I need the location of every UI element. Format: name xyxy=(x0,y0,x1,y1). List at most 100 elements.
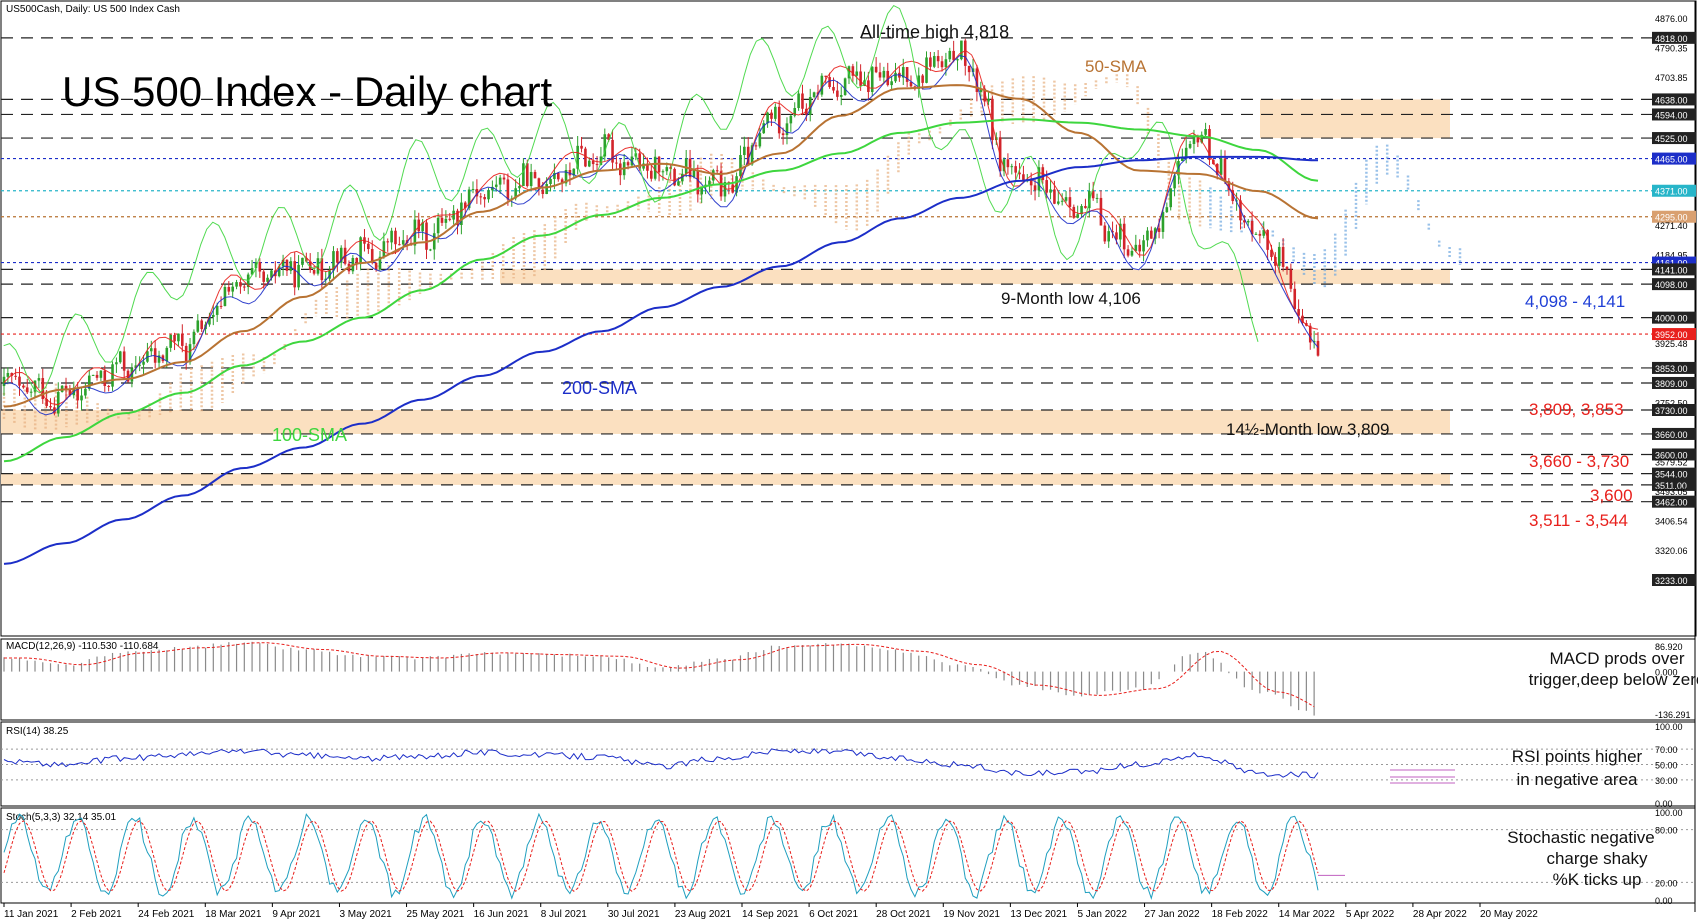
price-tag-bg xyxy=(1652,328,1696,341)
candle-body xyxy=(374,262,378,270)
candle-body xyxy=(975,68,979,92)
candle-body xyxy=(471,189,475,191)
candle-body xyxy=(785,123,789,136)
price-axis-label: 4271.40 xyxy=(1655,221,1688,231)
sr-zone xyxy=(500,269,1450,285)
price-tag-bg xyxy=(1652,184,1696,197)
candle-body xyxy=(905,67,909,82)
candle-body xyxy=(219,305,223,307)
candle-body xyxy=(560,179,564,184)
macd-header: MACD(12,26,9) -110.530 -110.684 xyxy=(6,641,159,652)
candle-body xyxy=(483,197,486,200)
price-tag-bg xyxy=(1652,574,1696,586)
candle-body xyxy=(568,170,572,176)
price-axis-label: 3579.52 xyxy=(1655,457,1688,467)
candle-body xyxy=(576,145,579,169)
ichimoku-line xyxy=(3,55,1319,416)
candle-body xyxy=(130,368,134,382)
price-tag-bg xyxy=(1652,278,1696,291)
candle-body xyxy=(293,261,297,288)
candle-body xyxy=(1188,143,1192,148)
candle-body xyxy=(983,88,986,102)
candle-body xyxy=(22,385,25,388)
candle-body xyxy=(626,162,630,166)
candle-body xyxy=(91,374,95,376)
candle-body xyxy=(797,93,800,108)
candle-body xyxy=(1138,244,1141,252)
candle-body xyxy=(1088,191,1091,209)
candle-body xyxy=(591,160,595,165)
zone-label: 3,809, 3,853 xyxy=(1529,400,1624,419)
candle-body xyxy=(836,90,839,97)
candle-body xyxy=(1068,197,1072,207)
candle-body xyxy=(1060,200,1064,202)
candle-body xyxy=(890,81,893,86)
stoch-k-line xyxy=(3,812,1319,900)
candle-body xyxy=(254,262,258,269)
x-axis-label: 16 Jun 2021 xyxy=(474,909,529,919)
candle-body xyxy=(316,258,320,274)
candle-body xyxy=(533,172,537,179)
candle-body xyxy=(215,305,219,315)
candle-body xyxy=(467,189,471,209)
price-tag-bg xyxy=(1652,403,1696,416)
candle-body xyxy=(1122,223,1126,250)
candle-body xyxy=(1095,197,1099,199)
candle-body xyxy=(615,162,618,164)
candle-body xyxy=(960,40,963,60)
stoch-axis: 100.00 80.00 20.00 0.00 xyxy=(1655,808,1683,906)
rsi-axis-label: 70.00 xyxy=(1655,745,1678,755)
x-axis-label: 9 Apr 2021 xyxy=(272,909,321,919)
candle-body xyxy=(390,230,393,243)
rsi-axis-label: 30.00 xyxy=(1655,776,1678,786)
macd-comment-line2: trigger,deep below zero xyxy=(1529,670,1698,689)
candle-body xyxy=(1312,340,1316,343)
candle-body xyxy=(584,148,587,167)
candle-body xyxy=(68,389,72,396)
candle-body xyxy=(339,247,343,263)
price-tag-bg xyxy=(1652,263,1696,276)
candle-body xyxy=(867,80,870,93)
sma-line xyxy=(3,84,1319,408)
candle-body xyxy=(506,179,510,200)
price-axis-label: 3320.06 xyxy=(1655,546,1688,556)
candle-body xyxy=(661,171,665,173)
candle-body xyxy=(196,320,200,332)
candle-body xyxy=(929,57,932,67)
candle-body xyxy=(1184,147,1188,157)
candle-body xyxy=(235,282,238,287)
candle-body xyxy=(886,70,890,86)
candle-body xyxy=(1064,197,1068,201)
candle-body xyxy=(1200,134,1204,143)
candle-body xyxy=(777,106,781,134)
candle-body xyxy=(53,407,56,414)
price-axis-label: 4098.00 xyxy=(1655,280,1688,290)
price-tag-bg xyxy=(1652,31,1696,44)
price-axis-label: 4465.00 xyxy=(1655,155,1688,165)
price-axis-label: 4141.00 xyxy=(1655,265,1688,275)
candle-body xyxy=(87,375,91,389)
macd-axis-label: -136.291 xyxy=(1655,710,1691,720)
candle-body xyxy=(712,170,715,181)
candle-body xyxy=(33,380,37,392)
candle-body xyxy=(650,170,653,179)
candle-body xyxy=(1134,244,1138,251)
candle-body xyxy=(421,222,424,232)
candle-body xyxy=(754,145,758,147)
candle-body xyxy=(301,257,304,265)
time-axis: 11 Jan 2021 2 Feb 2021 24 Feb 2021 18 Mar 2… xyxy=(3,903,1538,920)
macd-panel: MACD(12,26,9) -110.530 -110.684 MACD pro… xyxy=(0,638,1698,721)
candle-body xyxy=(181,333,184,346)
price-axis-label: 4638.00 xyxy=(1655,95,1688,105)
candle-body xyxy=(692,169,696,177)
candle-body xyxy=(595,164,599,166)
candle-body xyxy=(378,256,382,270)
price-axis-label: 3752.50 xyxy=(1655,398,1688,408)
candle-body xyxy=(29,391,33,393)
candle-body xyxy=(859,71,862,86)
candle-body xyxy=(227,286,231,292)
ichimoku-line xyxy=(3,49,1319,406)
candle-body xyxy=(1204,128,1207,135)
zone-label: 3,660 - 3,730 xyxy=(1529,452,1629,471)
candle-body xyxy=(762,123,766,134)
